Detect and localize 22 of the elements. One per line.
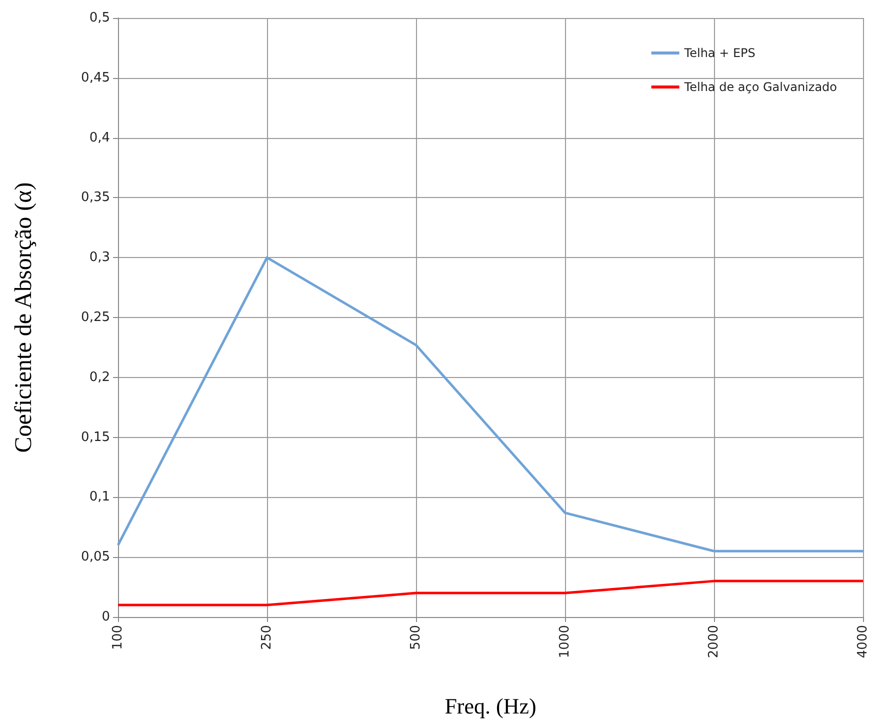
y-tick-label: 0,15 <box>81 430 110 445</box>
y-tick-label: 0,4 <box>89 130 110 146</box>
x-tick-label: 2000 <box>706 625 722 658</box>
y-tick-label: 0,5 <box>89 10 110 26</box>
y-tick-label: 0,25 <box>81 310 110 325</box>
x-tick-label: 4000 <box>856 625 870 658</box>
x-tick-label: 500 <box>408 625 424 650</box>
y-tick-label: 0 <box>102 610 110 624</box>
x-tick-label: 250 <box>260 625 274 650</box>
legend-label: Telha + EPS <box>683 46 756 60</box>
y-axis-title: Coeficiente de Absorção (α) <box>11 182 37 453</box>
line-series <box>116 256 864 552</box>
y-tick-label: 0,05 <box>81 550 110 565</box>
y-tick-label: 0,2 <box>89 370 110 385</box>
y-tick-label: 0,3 <box>89 250 110 266</box>
x-tick-label: 1000 <box>558 625 572 658</box>
legend-label: Telha de aço Galvanizado <box>683 80 838 94</box>
x-axis-title: Freq. (Hz) <box>444 694 536 718</box>
y-tick-label: 0,45 <box>81 70 110 86</box>
y-tick-label: 0,35 <box>81 190 110 206</box>
y-tick-label: 0,1 <box>89 490 110 505</box>
x-tick-label: 100 <box>110 625 126 650</box>
